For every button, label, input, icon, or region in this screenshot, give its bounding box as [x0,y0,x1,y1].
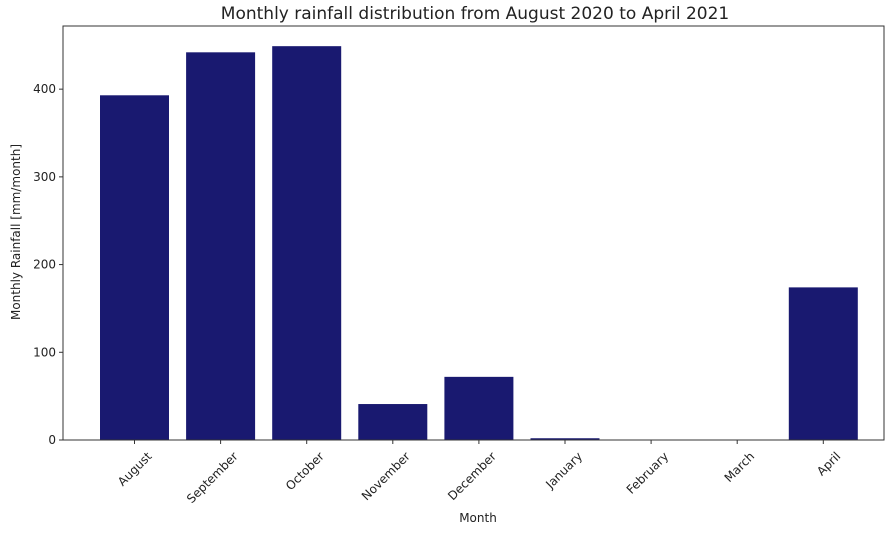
plot-area: August September October November December Ja… [33,25,885,506]
bar-october [272,46,342,440]
bar-august [100,95,169,441]
chart-title: Monthly rainfall distribution from Augus… [221,4,729,24]
bar-november [358,404,428,440]
bar-september [186,52,256,440]
x-tick-label-april: April [814,449,843,478]
bar-january [530,438,600,440]
bar-december [444,376,514,440]
x-tick-label-december: December [445,449,499,503]
y-axis-title: Monthly Rainfall [mm/month] [9,144,23,320]
y-tick-label-200: 200 [33,258,56,272]
x-tick-label-november: November [359,449,413,503]
x-tick-label-august: August [115,449,155,489]
plot-frame [62,25,885,441]
x-tick-label-january: January [542,449,585,492]
x-tick-label-october: October [283,449,327,493]
y-tick-label-100: 100 [33,345,56,359]
y-tick-label-300: 300 [33,170,56,184]
x-tick-label-march: March [722,449,758,485]
x-tick-label-february: February [624,449,672,497]
x-axis-title: Month [459,511,497,525]
x-tick-label-september: September [184,449,241,506]
y-tick-label-0: 0 [48,433,56,447]
y-tick-label-400: 400 [33,82,56,96]
bar-april [788,287,858,440]
